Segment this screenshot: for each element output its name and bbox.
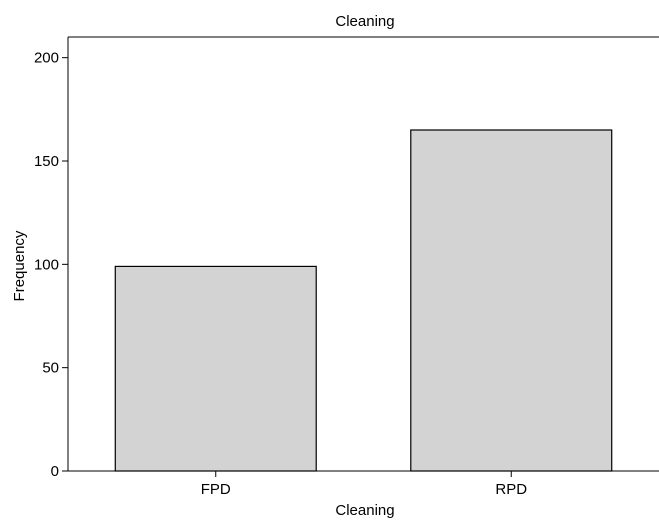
x-tick-label: FPD <box>201 481 231 498</box>
x-tick-label: RPD <box>495 481 527 498</box>
y-tick-label: 50 <box>42 360 59 377</box>
bars-group <box>114 129 613 472</box>
y-tick-label: 200 <box>34 50 59 67</box>
y-axis-label: Frequency <box>11 230 28 301</box>
chart-title: Cleaning <box>335 13 394 30</box>
bar <box>410 129 613 472</box>
y-axis-ticks: 0 50 100 150 200 <box>34 50 68 480</box>
x-axis-ticks: FPD RPD <box>201 471 527 498</box>
x-axis-label: Cleaning <box>335 502 394 519</box>
bar <box>114 265 317 472</box>
y-tick-label: 0 <box>51 463 59 480</box>
y-tick-label: 150 <box>34 153 59 170</box>
y-tick-label: 100 <box>34 256 59 273</box>
